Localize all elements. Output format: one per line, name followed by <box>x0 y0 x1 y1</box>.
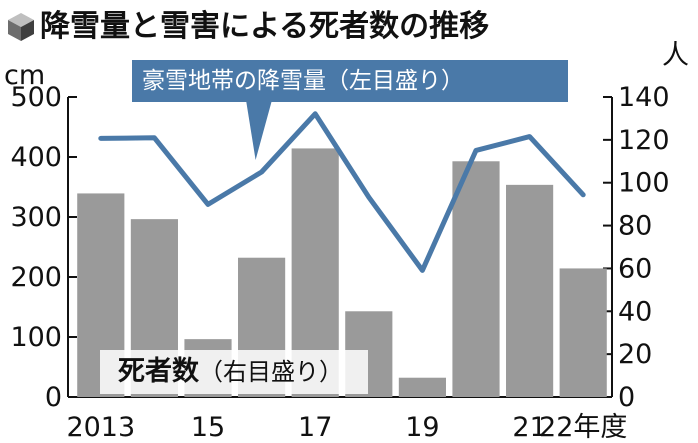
snowfall-line-group <box>98 111 586 273</box>
right-tick-label: 120 <box>618 125 670 156</box>
deaths-label-bg <box>100 350 368 394</box>
left-axis-unit: cm <box>4 60 45 91</box>
chart-title: 降雪量と雪害による死者数の推移 <box>40 9 489 44</box>
right-tick-label: 60 <box>618 253 652 284</box>
x-tick-label: 19 <box>405 412 439 443</box>
snowfall-callout: 豪雪地帯の降雪量（左目盛り） <box>132 60 568 160</box>
deaths-label-group: 死者数（右目盛り） <box>100 350 368 394</box>
callout-pointer <box>246 100 272 160</box>
x-tick-label: 2013 <box>66 412 135 443</box>
deaths-bar <box>506 184 554 397</box>
deaths-bar <box>559 268 607 397</box>
right-tick-label: 80 <box>618 211 652 242</box>
right-axis-ticks: 0 20 40 60 80 100 120 140 <box>603 82 670 413</box>
x-tick-label: 17 <box>298 412 332 443</box>
right-tick-label: 100 <box>618 168 670 199</box>
left-tick-label: 200 <box>10 262 62 293</box>
right-tick-label: 140 <box>618 82 670 113</box>
deaths-legend-suffix: （右目盛り） <box>199 358 343 386</box>
deaths-legend-label: 死者数（右目盛り） <box>118 356 343 387</box>
title-group: 降雪量と雪害による死者数の推移 <box>8 9 489 44</box>
snowfall-legend-suffix: （左目盛り） <box>326 68 464 94</box>
x-tick-label: 22年度 <box>539 412 627 443</box>
right-axis-unit: 人 <box>662 40 689 71</box>
right-tick-label: 20 <box>618 339 652 370</box>
deaths-bar <box>452 161 500 397</box>
right-tick-label: 40 <box>618 296 652 327</box>
left-tick-label: 500 <box>10 82 62 113</box>
snowfall-legend-label: 豪雪地帯の降雪量（左目盛り） <box>142 68 464 94</box>
cube-icon <box>8 13 34 41</box>
snowfall-legend-name: 豪雪地帯の降雪量 <box>142 68 326 94</box>
x-tick-label: 21 <box>512 412 546 443</box>
snowfall-line <box>98 111 586 273</box>
left-axis-ticks: 0 100 200 300 400 500 <box>10 82 77 413</box>
deaths-bar <box>398 377 446 397</box>
left-tick-label: 0 <box>45 382 62 413</box>
x-tick-label: 15 <box>191 412 225 443</box>
left-tick-label: 100 <box>10 322 62 353</box>
left-tick-label: 300 <box>10 202 62 233</box>
deaths-legend-name: 死者数 <box>118 356 200 387</box>
callout-box <box>132 60 568 102</box>
left-tick-label: 400 <box>10 142 62 173</box>
right-tick-label: 0 <box>618 382 635 413</box>
